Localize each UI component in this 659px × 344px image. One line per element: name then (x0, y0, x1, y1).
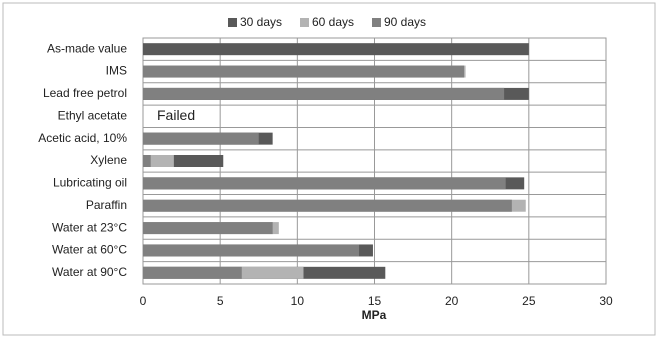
legend-swatch (300, 18, 309, 27)
bar (143, 199, 512, 212)
bar (143, 65, 465, 78)
y-tick-label: Ethyl acetate (58, 108, 128, 122)
y-tick-label: Water at 90°C (52, 265, 127, 279)
bar (143, 244, 360, 257)
bar (143, 43, 529, 56)
bar (143, 87, 505, 100)
bar (143, 155, 151, 167)
y-tick-label: Acetic acid, 10% (38, 131, 127, 145)
y-tick-label: Lubricating oil (53, 176, 127, 190)
annotation: Failed (157, 107, 195, 123)
x-tick-label: 0 (140, 294, 147, 308)
bar (143, 266, 242, 279)
x-tick-label: 20 (445, 294, 459, 308)
y-tick-label: Lead free petrol (43, 86, 127, 100)
x-axis-label: MPa (362, 308, 387, 322)
legend-swatch (372, 18, 381, 27)
x-tick-label: 25 (522, 294, 536, 308)
legend-label: 30 days (240, 15, 282, 29)
x-tick-label: 10 (291, 294, 305, 308)
chart-frame (2, 2, 656, 336)
y-tick-label: IMS (106, 64, 127, 78)
x-tick-label: 5 (217, 294, 224, 308)
y-tick-label: Xylene (90, 153, 127, 167)
legend-label: 90 days (384, 15, 426, 29)
y-tick-label: Water at 23°C (52, 220, 127, 234)
bar (143, 132, 259, 145)
y-tick-label: Water at 60°C (52, 243, 127, 257)
bar (143, 222, 273, 235)
y-tick-label: Paraffin (86, 198, 127, 212)
bar (143, 155, 174, 167)
x-tick-label: 15 (368, 294, 382, 308)
legend-label: 60 days (312, 15, 354, 29)
bar (143, 177, 506, 190)
y-tick-label: As-made value (47, 41, 127, 55)
legend-swatch (228, 18, 237, 27)
x-tick-label: 30 (599, 294, 613, 308)
